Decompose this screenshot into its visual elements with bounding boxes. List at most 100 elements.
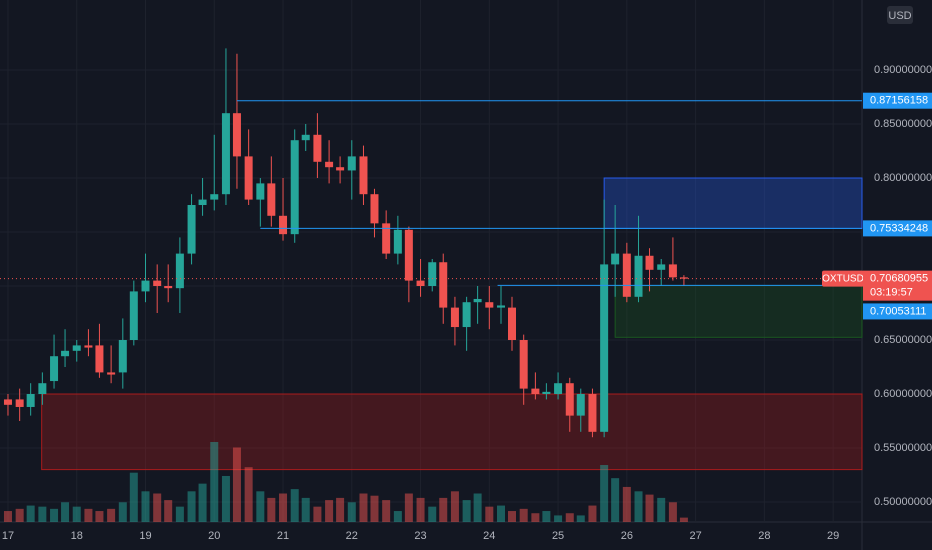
volume-bar xyxy=(565,513,574,522)
x-tick-label: 18 xyxy=(71,530,83,542)
volume-bar xyxy=(600,465,609,522)
candle-body xyxy=(72,345,81,351)
candle-body xyxy=(153,280,162,287)
candle-body xyxy=(267,183,276,216)
volume-bar xyxy=(232,447,241,522)
x-tick-label: 20 xyxy=(208,530,220,542)
candle-body xyxy=(531,388,540,395)
volume-bar xyxy=(325,500,334,522)
volume-bar xyxy=(221,475,230,522)
currency-button[interactable] xyxy=(887,6,913,24)
volume-bar xyxy=(267,497,276,522)
candle-body xyxy=(232,113,241,157)
y-tick-label: 0.50000000 xyxy=(874,496,932,508)
volume-bar xyxy=(439,497,448,522)
volume-bar xyxy=(508,511,517,522)
candle-body xyxy=(496,305,505,308)
volume-bar xyxy=(279,493,288,522)
candle-body xyxy=(645,255,654,270)
volume-bar xyxy=(95,511,104,522)
last-price-label: 0.70680955 xyxy=(870,273,928,285)
volume-bar xyxy=(496,505,505,522)
candle-body xyxy=(462,302,471,328)
currency[interactable]: USD xyxy=(888,10,911,22)
candle-body xyxy=(657,264,666,270)
candle-body xyxy=(301,134,310,141)
candle-body xyxy=(347,156,356,171)
level-label: 0.75334248 xyxy=(870,222,928,234)
candle-body xyxy=(244,156,253,200)
volume-bar xyxy=(198,483,207,522)
volume-bar xyxy=(301,497,310,522)
candle-body xyxy=(95,345,104,373)
x-tick-label: 22 xyxy=(346,530,358,542)
candle-body xyxy=(175,253,184,289)
candle-body xyxy=(129,291,138,341)
volume-bar xyxy=(187,491,196,522)
volume-bar xyxy=(416,497,425,522)
volume-bar xyxy=(72,506,81,522)
volume-bar xyxy=(370,495,379,522)
volume-bar xyxy=(485,506,494,522)
volume-bar xyxy=(554,515,563,522)
volume-bar xyxy=(164,500,173,522)
volume-bar xyxy=(450,491,459,522)
y-tick-label: 0.65000000 xyxy=(874,334,932,346)
volume-bar xyxy=(15,508,24,522)
candle-body xyxy=(611,253,620,265)
candle-body xyxy=(290,140,299,235)
candle-body xyxy=(382,223,391,254)
x-tick-label: 25 xyxy=(552,530,564,542)
zone xyxy=(603,177,863,229)
candle-body xyxy=(336,167,345,171)
volume-bar xyxy=(141,491,150,522)
volume-bar xyxy=(393,511,402,522)
candle-body xyxy=(554,383,563,395)
candle-body xyxy=(141,280,150,292)
y-tick-label: 0.60000000 xyxy=(874,388,932,400)
candle-body xyxy=(588,394,597,432)
x-tick-label: 23 xyxy=(414,530,426,542)
candle-body xyxy=(221,113,230,195)
volume-bar xyxy=(542,511,551,522)
candle-body xyxy=(3,399,12,405)
x-tick-label: 26 xyxy=(621,530,633,542)
candle-body xyxy=(256,183,265,200)
volume-bar xyxy=(359,493,368,522)
candle-body xyxy=(679,277,688,279)
volume-bar xyxy=(38,506,47,522)
candle-body xyxy=(15,399,24,407)
candle-body xyxy=(26,394,35,407)
candle-body xyxy=(622,253,631,297)
candle-body xyxy=(416,280,425,287)
candle-body xyxy=(187,204,196,254)
volume-bar xyxy=(611,478,620,522)
volume-bar xyxy=(61,502,70,522)
volume-bar xyxy=(313,506,322,522)
candle-body xyxy=(565,383,574,416)
y-tick-label: 0.55000000 xyxy=(874,442,932,454)
volume-bar xyxy=(153,493,162,522)
candle-body xyxy=(164,286,173,289)
x-tick-label: 19 xyxy=(139,530,151,542)
volume-bar xyxy=(657,497,666,522)
level-label: 0.87156158 xyxy=(870,95,928,107)
candle-body xyxy=(485,302,494,308)
candle-body xyxy=(118,340,127,373)
candle-body xyxy=(359,156,368,195)
volume-bar xyxy=(118,502,127,522)
candle-body xyxy=(38,383,47,395)
level-label: 0.70053111 xyxy=(870,305,926,317)
x-tick-label: 17 xyxy=(2,530,14,542)
volume-bar xyxy=(531,513,540,522)
candle-body xyxy=(279,215,288,235)
volume-bar xyxy=(129,472,138,522)
candle-body xyxy=(600,264,609,432)
volume-bar xyxy=(588,505,597,522)
volume-bar xyxy=(3,511,12,522)
zone xyxy=(41,393,863,471)
candle-body xyxy=(404,229,413,281)
level-tag xyxy=(863,303,932,320)
